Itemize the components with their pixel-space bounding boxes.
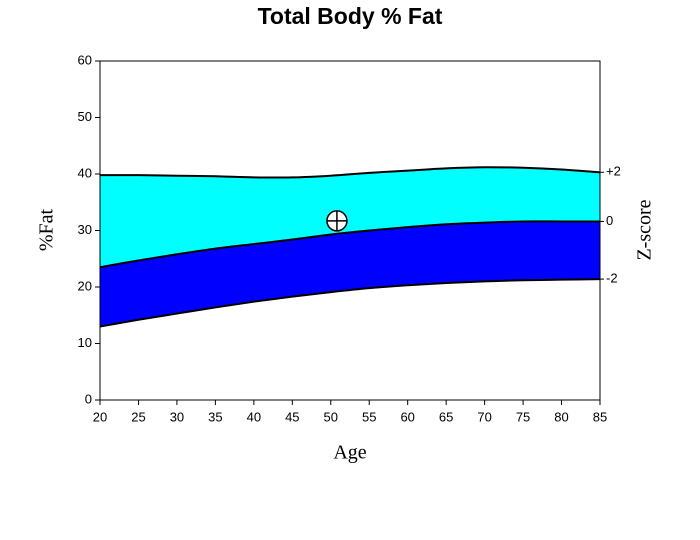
x-tick-label: 35 <box>208 409 222 424</box>
x-tick-label: 20 <box>93 409 107 424</box>
x-tick-label: 85 <box>593 409 607 424</box>
y-tick-label: 50 <box>78 109 92 124</box>
x-tick-label: 50 <box>324 409 338 424</box>
band-line <box>99 166 601 179</box>
y2-tick-label: +2 <box>606 164 621 179</box>
x-tick-label: 25 <box>131 409 145 424</box>
y-tick-label: 60 <box>78 52 92 67</box>
y-axis-label: %Fat <box>36 208 58 251</box>
y2-tick-label: 0 <box>606 213 613 228</box>
x-tick-label: 55 <box>362 409 376 424</box>
chart-title: Total Body % Fat <box>258 3 443 29</box>
x-tick-label: 70 <box>477 409 491 424</box>
x-tick-label: 65 <box>439 409 453 424</box>
y-tick-label: 10 <box>78 335 92 350</box>
y-tick-label: 30 <box>78 222 92 237</box>
y-tick-label: 20 <box>78 278 92 293</box>
band-fill <box>100 167 600 268</box>
y-tick-label: 0 <box>85 391 92 406</box>
patient-point <box>326 210 348 232</box>
x-tick-label: 60 <box>400 409 414 424</box>
x-tick-label: 80 <box>554 409 568 424</box>
x-axis-label: Age <box>333 442 366 464</box>
band-line <box>99 220 600 269</box>
y-tick-label: 40 <box>78 165 92 180</box>
y2-axis-label: Z-score <box>634 199 656 260</box>
x-tick-label: 40 <box>247 409 261 424</box>
x-tick-label: 45 <box>285 409 299 424</box>
x-tick-label: 30 <box>170 409 184 424</box>
y2-tick-label: -2 <box>606 271 618 286</box>
x-tick-label: 75 <box>516 409 530 424</box>
band-line <box>99 278 601 328</box>
